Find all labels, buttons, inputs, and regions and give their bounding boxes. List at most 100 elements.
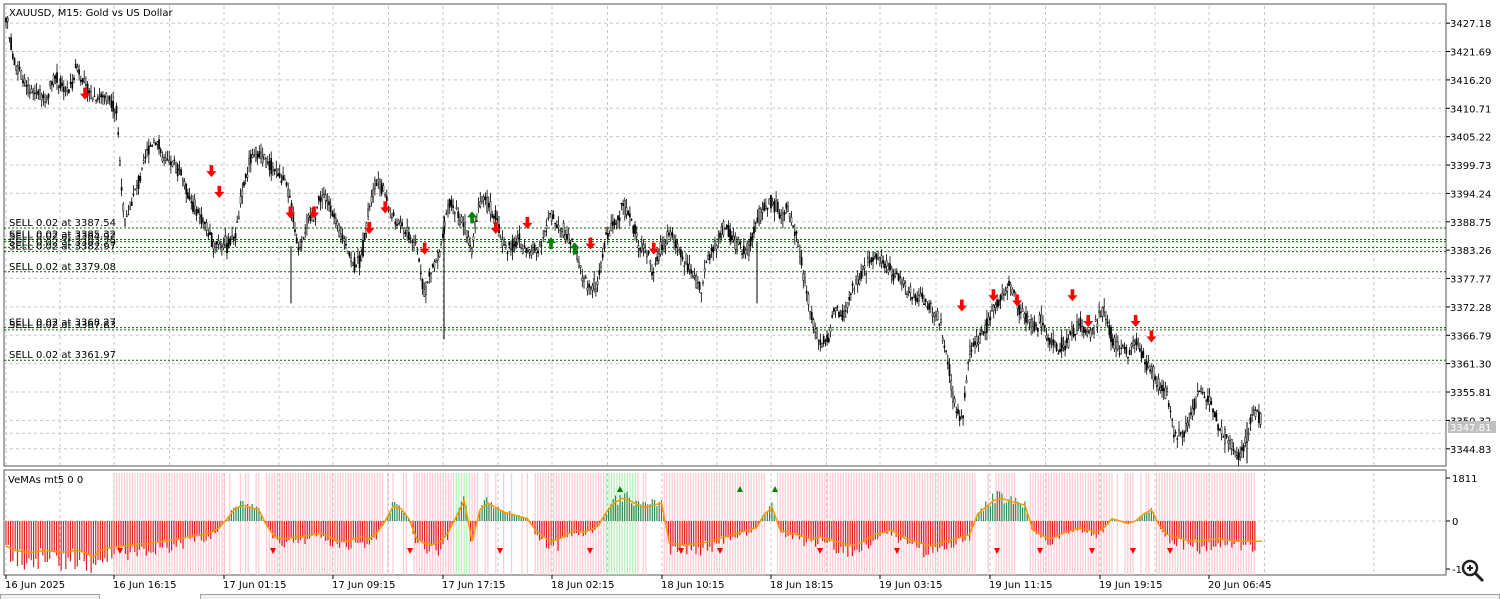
candle-body [787, 207, 788, 212]
candle-body [640, 248, 641, 250]
candle-body [17, 65, 18, 74]
candle-body [541, 245, 542, 246]
candle-body [124, 219, 125, 225]
candle-body [220, 243, 221, 244]
candle-body [230, 239, 231, 244]
candle-body [84, 79, 85, 82]
candle-body [670, 232, 671, 238]
candle-body [531, 251, 532, 255]
candle-body [21, 71, 22, 80]
candle-body [968, 362, 969, 363]
candle-body [247, 175, 248, 178]
candle-body [594, 279, 595, 289]
candle-body [1124, 347, 1125, 349]
candle-body [558, 225, 559, 227]
candle-body [845, 311, 846, 312]
candle-body [90, 91, 91, 98]
chart-tab-left[interactable] [0, 594, 100, 599]
candle-body [1223, 437, 1224, 438]
candle-body [354, 258, 355, 272]
candle-body [1008, 281, 1009, 286]
x-tick-label: 20 Jun 06:45 [1208, 580, 1272, 591]
candle-body [121, 187, 122, 190]
candle-body [133, 194, 134, 195]
candle-body [400, 222, 401, 226]
candle-body [1253, 409, 1254, 410]
candle-body [272, 167, 273, 171]
candle-body [271, 158, 272, 174]
candle-body [267, 162, 268, 163]
candle-body [677, 244, 678, 247]
candle-body [109, 96, 110, 101]
candle-body [337, 221, 338, 225]
zoom-icon[interactable] [1460, 558, 1486, 584]
current-price-tag: 3347.81 [1448, 421, 1496, 434]
candle-body [811, 312, 812, 319]
candle-body [303, 238, 304, 239]
candle-body [628, 211, 629, 215]
candle-body [422, 279, 423, 289]
candle-body [1073, 328, 1074, 336]
candle-body [1031, 319, 1032, 327]
candle-body [310, 216, 311, 221]
candle-body [113, 101, 114, 111]
candle-body [198, 210, 199, 213]
candle-body [14, 59, 15, 66]
candle-body [679, 250, 680, 251]
candle-body [742, 254, 743, 255]
candle-body [485, 197, 486, 200]
candle-body [150, 145, 151, 146]
candle-body [160, 150, 161, 153]
candle-body [196, 209, 197, 215]
candle-body [738, 239, 739, 244]
candle-body [767, 208, 768, 209]
candle-body [226, 244, 227, 253]
candle-body [107, 98, 108, 103]
candle-body [480, 201, 481, 206]
candle-body [1087, 331, 1088, 335]
candle-body [798, 242, 799, 246]
candle-body [396, 224, 397, 225]
candle-body [138, 176, 139, 188]
candle-body [424, 290, 425, 297]
candle-body [425, 287, 426, 295]
candle-body [740, 242, 741, 244]
candle-body [483, 197, 484, 200]
candle-body [947, 362, 948, 364]
candle-body [301, 241, 302, 242]
candle-body [971, 350, 972, 351]
candle-body [85, 84, 86, 85]
candle-body [393, 213, 394, 216]
candle-body [532, 248, 533, 254]
candle-body [218, 241, 219, 245]
candle-body [560, 230, 561, 231]
candle-body [685, 262, 686, 264]
candle-body [82, 79, 83, 82]
candle-body [888, 270, 889, 273]
candle-body [55, 76, 56, 78]
candle-body [94, 96, 95, 97]
candle-body [1063, 345, 1064, 347]
candle-body [191, 202, 192, 203]
candle-body [849, 297, 850, 300]
order-label: SELL 0.02 at 3361.97 [9, 350, 116, 361]
candle-body [835, 308, 836, 311]
candle-body [854, 289, 855, 290]
candle-body [675, 240, 676, 248]
candle-body [998, 301, 999, 306]
candle-body [26, 85, 27, 87]
candle-body [702, 282, 703, 283]
candle-body [243, 182, 244, 186]
candle-body [801, 257, 802, 265]
indicator-title: VeMAs mt5 0 0 [8, 475, 83, 486]
candle-body [964, 393, 965, 398]
candle-body [1058, 353, 1059, 354]
candle-body [859, 280, 860, 284]
candle-body [777, 202, 778, 212]
candle-body [838, 312, 839, 317]
candle-body [283, 176, 284, 180]
chart-scrollbar[interactable] [200, 594, 1500, 599]
candle-body [500, 237, 501, 238]
candle-body [534, 245, 535, 251]
